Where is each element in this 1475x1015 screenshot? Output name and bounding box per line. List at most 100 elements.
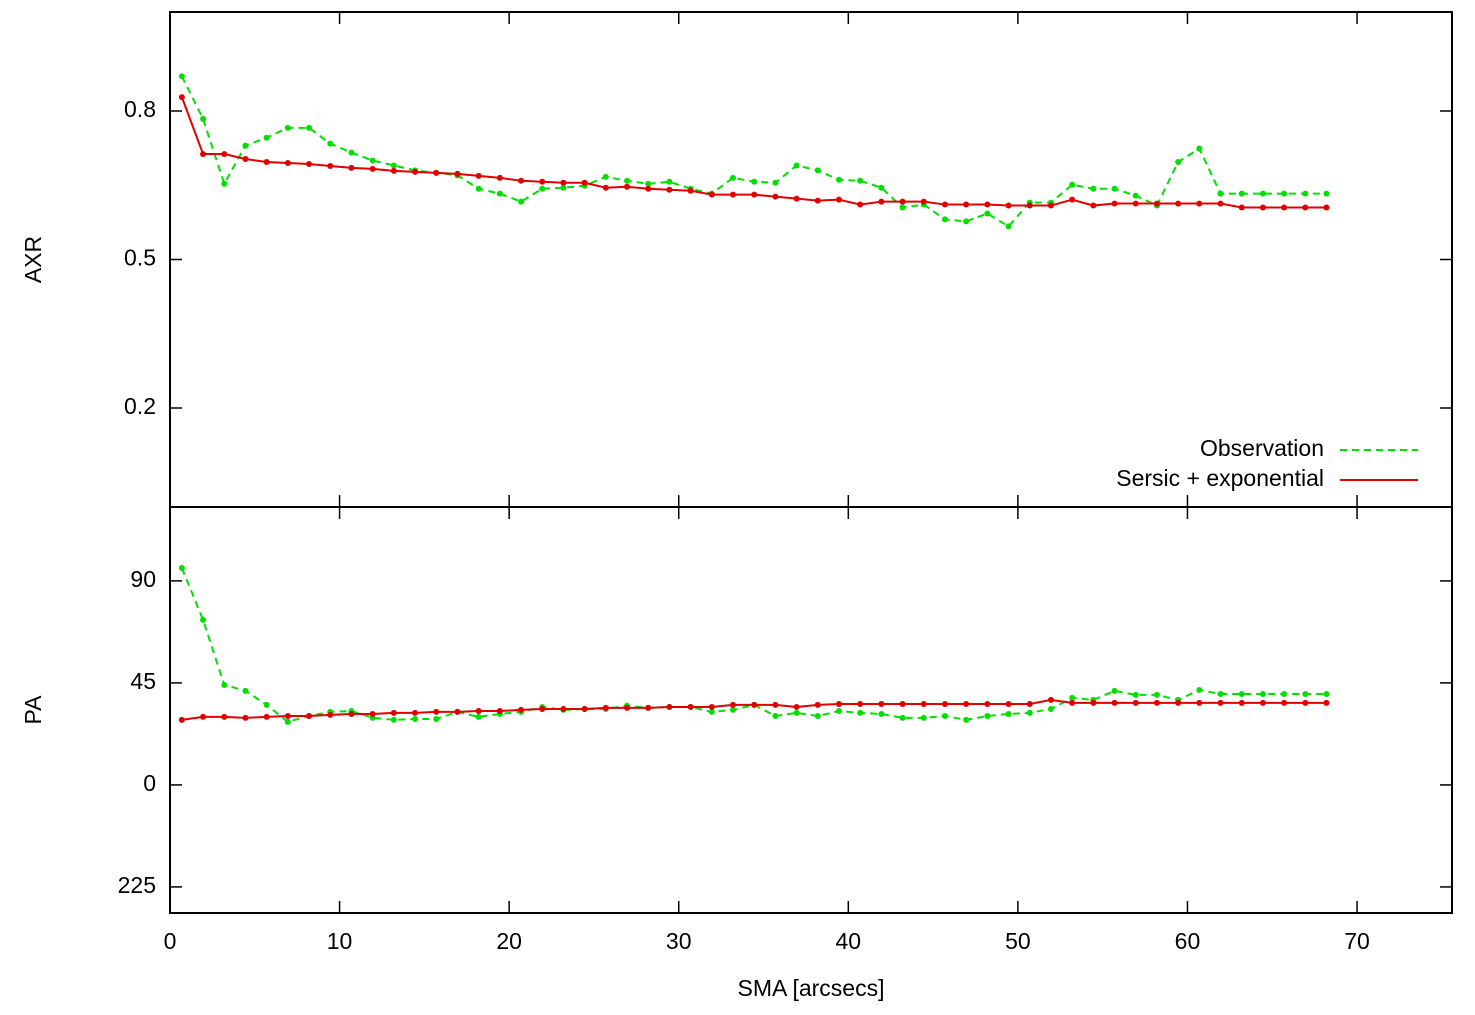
data-point xyxy=(645,704,652,711)
data-point xyxy=(390,709,397,716)
data-point xyxy=(899,714,906,721)
data-point xyxy=(263,158,270,165)
data-point xyxy=(602,173,609,180)
data-point xyxy=(666,703,673,710)
data-point xyxy=(475,713,482,720)
data-point xyxy=(857,201,864,208)
data-point xyxy=(708,703,715,710)
data-point xyxy=(496,174,503,181)
data-point xyxy=(433,715,440,722)
data-point xyxy=(1005,223,1012,230)
data-point xyxy=(454,708,461,715)
data-point xyxy=(1153,691,1160,698)
data-point xyxy=(1005,710,1012,717)
plot-frame xyxy=(169,506,1453,914)
data-point xyxy=(1069,181,1076,188)
data-point xyxy=(454,170,461,177)
data-point xyxy=(221,151,228,158)
data-point xyxy=(518,706,525,713)
data-point xyxy=(1217,691,1224,698)
data-point xyxy=(1302,204,1309,211)
data-point xyxy=(772,701,779,708)
data-point xyxy=(899,198,906,205)
data-point xyxy=(751,701,758,708)
data-point xyxy=(560,705,567,712)
data-point xyxy=(1323,204,1330,211)
data-point xyxy=(835,708,842,715)
data-point xyxy=(284,718,291,725)
data-point xyxy=(1090,185,1097,192)
y-tick-label: 45 xyxy=(130,668,156,694)
data-point xyxy=(1005,700,1012,707)
data-point xyxy=(284,713,291,720)
data-point xyxy=(793,162,800,169)
data-point xyxy=(602,184,609,191)
data-point xyxy=(1090,202,1097,209)
data-point xyxy=(412,715,419,722)
data-point xyxy=(878,198,885,205)
data-point xyxy=(1238,691,1245,698)
data-point xyxy=(327,140,334,147)
data-point xyxy=(1217,190,1224,197)
data-point xyxy=(263,701,270,708)
data-point xyxy=(221,180,228,187)
x-tick-label: 10 xyxy=(327,928,353,954)
data-point xyxy=(814,197,821,204)
data-point xyxy=(941,713,948,720)
data-point xyxy=(963,218,970,225)
data-point xyxy=(221,713,228,720)
y-axis-label: PA xyxy=(20,695,46,725)
data-point xyxy=(539,185,546,192)
x-tick-label: 70 xyxy=(1344,928,1370,954)
data-point xyxy=(878,184,885,191)
data-point xyxy=(1069,699,1076,706)
data-point xyxy=(772,179,779,186)
data-point xyxy=(1069,694,1076,701)
data-point xyxy=(645,185,652,192)
data-point xyxy=(1175,699,1182,706)
x-tick-label: 0 xyxy=(164,928,177,954)
data-point xyxy=(390,167,397,174)
data-point xyxy=(899,700,906,707)
data-point xyxy=(1090,699,1097,706)
data-point xyxy=(899,204,906,211)
data-point xyxy=(666,186,673,193)
data-point xyxy=(263,713,270,720)
data-point xyxy=(984,713,991,720)
data-point xyxy=(1196,200,1203,207)
data-point xyxy=(857,700,864,707)
data-point xyxy=(221,681,228,688)
data-point xyxy=(412,709,419,716)
data-point xyxy=(200,115,207,122)
data-point xyxy=(687,187,694,194)
data-point xyxy=(1069,196,1076,203)
data-point xyxy=(1132,691,1139,698)
data-point xyxy=(1196,686,1203,693)
data-point xyxy=(306,713,313,720)
data-point xyxy=(242,687,249,694)
y-tick-label: 0.5 xyxy=(124,245,156,271)
data-point xyxy=(751,178,758,185)
data-point xyxy=(602,704,609,711)
x-tick-label: 60 xyxy=(1175,928,1201,954)
data-point xyxy=(963,716,970,723)
data-point xyxy=(793,195,800,202)
data-point xyxy=(560,184,567,191)
data-point xyxy=(327,162,334,169)
data-point xyxy=(941,216,948,223)
data-point xyxy=(1132,699,1139,706)
data-point xyxy=(984,210,991,217)
data-point xyxy=(1111,687,1118,694)
data-point xyxy=(412,168,419,175)
data-point xyxy=(1259,691,1266,698)
data-point xyxy=(1302,190,1309,197)
data-point xyxy=(624,183,631,190)
data-point xyxy=(1196,145,1203,152)
data-point xyxy=(793,709,800,716)
data-point xyxy=(1047,202,1054,209)
data-point xyxy=(729,701,736,708)
data-point xyxy=(687,703,694,710)
data-point xyxy=(941,700,948,707)
data-point xyxy=(348,164,355,171)
data-point xyxy=(666,178,673,185)
